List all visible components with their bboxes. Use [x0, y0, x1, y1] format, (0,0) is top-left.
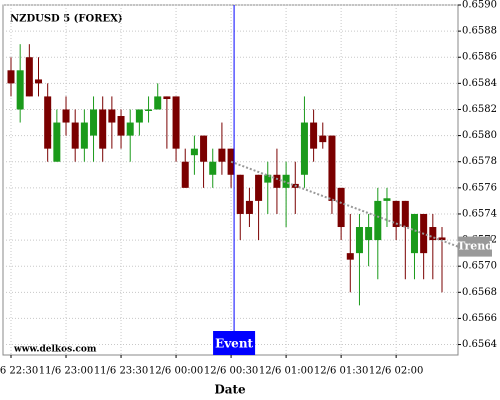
candle-body [80, 122, 88, 149]
x-tick-label: 11/6 23:00 [39, 366, 93, 377]
candle-body [135, 109, 143, 123]
candle-body [190, 148, 198, 156]
candle-body [126, 122, 134, 136]
y-tick-label: 0.6588 [462, 26, 497, 37]
watermark: www.delkos.com [13, 345, 97, 355]
candle-body [236, 174, 244, 214]
candle-body [355, 227, 363, 254]
candle-body [99, 109, 107, 149]
trend-label: Trend [457, 240, 493, 253]
candle-body [337, 187, 345, 228]
candle-body [181, 161, 189, 188]
candle-body [365, 227, 373, 241]
candle-body [53, 122, 61, 162]
candle-body [310, 122, 318, 149]
candle-body [7, 70, 15, 84]
y-tick-label: 0.6582 [462, 104, 497, 115]
y-tick-label: 0.6576 [462, 182, 497, 193]
candle-body [319, 135, 327, 143]
y-tick-label: 0.6570 [462, 261, 497, 272]
candle-body [245, 200, 253, 214]
candle-body [16, 70, 24, 110]
x-tick-label: 12/6 00:30 [204, 366, 258, 377]
trend-label-box [458, 236, 492, 257]
candle-body [282, 174, 290, 188]
candle-body [90, 109, 98, 136]
candle-body [438, 237, 446, 241]
y-tick-label: 0.6586 [462, 52, 497, 63]
candle-body [209, 161, 217, 175]
y-tick-label: 0.6568 [462, 287, 497, 298]
x-tick-label: 11/6 22:30 [0, 366, 38, 377]
candle-body [273, 174, 281, 188]
candle-body [145, 109, 153, 111]
x-tick-label: 12/6 00:00 [149, 366, 203, 377]
y-tick-label: 0.6578 [462, 156, 497, 167]
candle-body [374, 200, 382, 241]
candle-body [410, 213, 418, 254]
candle-body [163, 96, 171, 100]
candle-body [154, 96, 162, 110]
candle-body [346, 253, 354, 260]
candle-body [401, 200, 409, 228]
candle-body [255, 174, 263, 201]
candle-body [300, 122, 308, 175]
candle-body [218, 148, 226, 162]
x-tick-label: 12/6 02:00 [369, 366, 423, 377]
y-tick-label: 0.6590 [462, 0, 497, 11]
x-tick-label: 12/6 01:00 [259, 366, 313, 377]
candle-body [200, 135, 208, 162]
candle-body [383, 198, 391, 201]
candle-body [429, 227, 437, 241]
candle-body [62, 109, 70, 123]
candle-body [117, 116, 125, 136]
candle-body [328, 135, 336, 201]
y-tick-label: 0.6580 [462, 130, 497, 141]
candle-body [35, 79, 43, 84]
y-tick-label: 0.6566 [462, 313, 497, 324]
trend-line [230, 160, 459, 248]
x-axis-label: Date [214, 383, 246, 397]
candle-body [25, 57, 33, 97]
y-tick-label: 0.6564 [462, 339, 497, 350]
event-label-box [213, 331, 256, 355]
candle-body [108, 109, 116, 123]
y-tick-label: 0.6574 [462, 208, 497, 219]
event-label: Event [215, 337, 253, 351]
candle-body [71, 122, 79, 149]
x-tick-label: 12/6 01:30 [314, 366, 368, 377]
candle-body [264, 174, 272, 183]
x-tick-label: 11/6 23:30 [94, 366, 148, 377]
candle-body [44, 96, 52, 149]
candle-body [172, 96, 180, 149]
plot-area [2, 4, 459, 356]
chart-title: NZDUSD 5 (FOREX) [10, 14, 123, 25]
y-tick-label: 0.6584 [462, 78, 497, 89]
candle-body [392, 200, 400, 228]
